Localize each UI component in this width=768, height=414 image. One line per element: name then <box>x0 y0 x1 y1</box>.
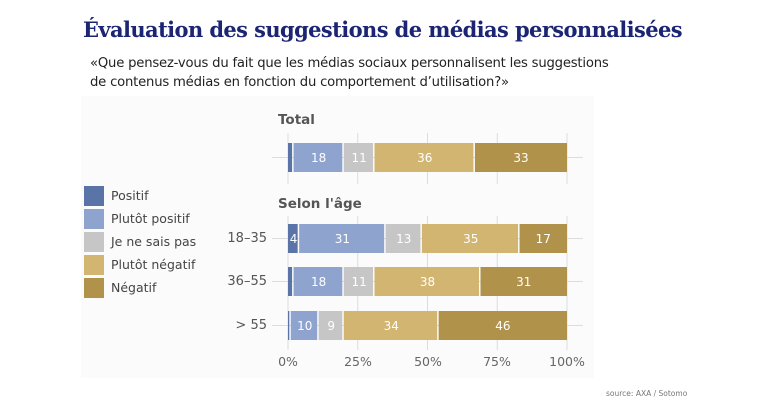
legend-swatch <box>84 232 104 252</box>
chart-title: Évaluation des suggestions de médias per… <box>83 17 683 42</box>
bar-value-label: 18 <box>311 275 326 289</box>
bar-segment-positif-3 <box>288 311 290 340</box>
bar-value-label: 17 <box>536 232 551 246</box>
bar-segment-plut-t-n-gatif-0 <box>374 143 474 172</box>
legend-swatch <box>84 255 104 275</box>
bar-segment-je-ne-sais-pas-3 <box>318 311 343 340</box>
bar-segment-n-gatif-2 <box>480 267 567 296</box>
section-label-age: Selon l'âge <box>278 196 362 212</box>
bar-value-label: 4 <box>290 232 298 246</box>
bar-value-label: 33 <box>513 151 528 165</box>
legend-label: Je ne sais pas <box>111 234 197 249</box>
bar-segment-plut-t-positif-2 <box>293 267 343 296</box>
bar-segment-je-ne-sais-pas-0 <box>343 143 373 172</box>
bar-segment-plut-t-positif-1 <box>299 224 385 253</box>
bar-segment-plut-t-n-gatif-3 <box>343 311 438 340</box>
bar-segment-plut-t-positif-3 <box>290 311 318 340</box>
x-tick-0: 0% <box>278 354 298 369</box>
bar-segment-n-gatif-3 <box>438 311 567 340</box>
bar-value-label: 9 <box>327 319 335 333</box>
bar-segment-je-ne-sais-pas-2 <box>343 267 373 296</box>
x-tick-50: 50% <box>414 354 442 369</box>
bar-segment-positif-0 <box>288 143 293 172</box>
legend-label: Plutôt positif <box>111 211 190 226</box>
legend-swatch <box>84 186 104 206</box>
legend-swatch <box>84 209 104 229</box>
bar-value-label: 35 <box>463 232 478 246</box>
legend-label: Positif <box>111 188 149 203</box>
bars: 18 11 36 33 4 31 13 35 17 18 11 38 31 10 9 34 46 <box>288 143 567 340</box>
source-note: source: AXA / Sotomo <box>606 389 688 398</box>
section-label-total: Total <box>278 112 315 128</box>
bar-value-label: 36 <box>417 151 432 165</box>
bar-value-label: 46 <box>495 319 510 333</box>
bar-segment-positif-1 <box>288 224 298 253</box>
bar-segment-plut-t-positif-0 <box>293 143 343 172</box>
row-label-36-55: 36–55 <box>227 274 267 289</box>
bar-segment-plut-t-n-gatif-2 <box>374 267 480 296</box>
legend-label: Négatif <box>111 280 157 295</box>
bar-value-label: 31 <box>335 232 350 246</box>
bar-segment-n-gatif-0 <box>474 143 567 172</box>
bar-segment-plut-t-n-gatif-1 <box>421 224 519 253</box>
x-tick-75: 75% <box>483 354 511 369</box>
legend-swatch <box>84 278 104 298</box>
bar-value-label: 11 <box>352 275 367 289</box>
bar-segment-positif-2 <box>288 267 293 296</box>
bar-segment-n-gatif-1 <box>519 224 567 253</box>
legend-label: Plutôt négatif <box>111 257 196 272</box>
x-tick-25: 25% <box>344 354 372 369</box>
bar-value-label: 31 <box>516 275 531 289</box>
bar-value-label: 13 <box>396 232 411 246</box>
bar-value-label: 10 <box>297 319 312 333</box>
bar-value-label: 11 <box>352 151 367 165</box>
row-label-over-55: > 55 <box>235 318 267 333</box>
bar-value-label: 34 <box>384 319 399 333</box>
row-label-18-35: 18–35 <box>227 231 267 246</box>
bar-value-label: 38 <box>420 275 435 289</box>
x-tick-100: 100% <box>549 354 585 369</box>
chart-subtitle: «Que pensez-vous du fait que les médias … <box>90 56 609 90</box>
bar-value-label: 18 <box>311 151 326 165</box>
bar-segment-je-ne-sais-pas-1 <box>385 224 421 253</box>
